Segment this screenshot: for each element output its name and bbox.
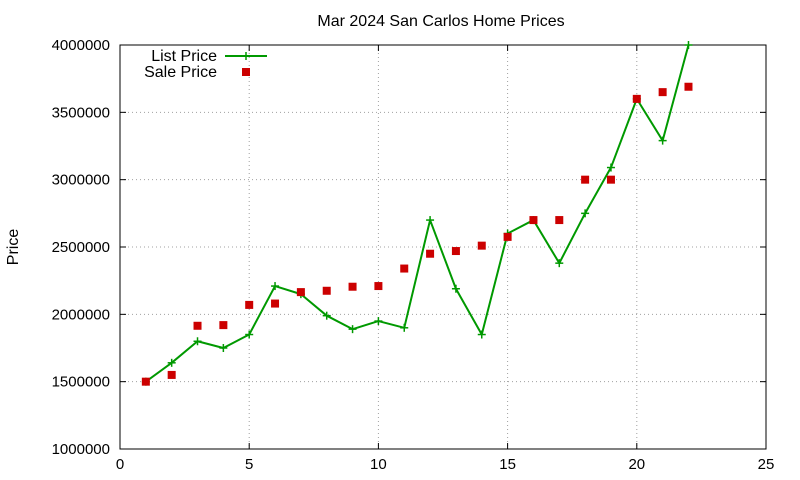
- point-list-price: [271, 282, 280, 291]
- point-sale-price: [632, 94, 641, 103]
- point-sale-price: [555, 216, 564, 225]
- point-sale-price: [322, 286, 331, 295]
- point-sale-price: [245, 300, 254, 309]
- point-sale-price: [503, 232, 512, 241]
- point-list-price: [167, 358, 176, 367]
- point-list-price: [219, 344, 228, 352]
- x-tick-label: 15: [499, 456, 516, 473]
- series-line-list-price: [145, 44, 690, 383]
- y-tick-label: 3000000: [52, 172, 110, 189]
- point-sale-price: [426, 249, 435, 258]
- point-list-price: [477, 330, 486, 339]
- plot-frame: [119, 44, 767, 450]
- point-sale-price: [529, 216, 538, 225]
- point-list-price: [555, 259, 564, 268]
- chart-title: Mar 2024 San Carlos Home Prices: [317, 13, 564, 30]
- point-sale-price: [658, 88, 667, 97]
- point-list-price: [684, 41, 693, 49]
- point-sale-price: [581, 175, 590, 184]
- point-list-price: [581, 209, 590, 218]
- y-tick-label: 4000000: [52, 37, 110, 54]
- x-tick-label: 20: [628, 456, 645, 473]
- legend-marker-sale-price: [242, 68, 250, 76]
- point-sale-price: [141, 377, 150, 386]
- point-sale-price: [374, 282, 383, 291]
- point-sale-price: [271, 299, 280, 308]
- legend-label-sale-price: Sale Price: [144, 64, 217, 81]
- x-tick-label: 25: [758, 456, 775, 473]
- point-sale-price: [193, 321, 202, 330]
- series-layer: [141, 41, 693, 386]
- point-sale-price: [219, 321, 228, 330]
- y-axis-label: Price: [5, 229, 22, 266]
- point-sale-price: [684, 82, 693, 91]
- y-tick-label: 1500000: [52, 374, 110, 391]
- point-sale-price: [167, 370, 176, 379]
- y-tick-label: 2500000: [52, 239, 110, 256]
- point-list-price: [374, 317, 383, 326]
- point-list-price: [451, 284, 460, 293]
- x-tick-label: 0: [116, 456, 124, 473]
- legend-label-list-price: List Price: [151, 48, 217, 65]
- point-sale-price: [348, 282, 357, 291]
- legend-marker-list-price: [242, 52, 250, 60]
- point-sale-price: [296, 288, 305, 297]
- point-list-price: [322, 311, 331, 320]
- x-tick-label: 10: [370, 456, 387, 473]
- y-tick-label: 1000000: [52, 441, 110, 458]
- point-sale-price: [606, 175, 615, 184]
- y-tick-label: 2000000: [52, 306, 110, 323]
- point-list-price: [245, 330, 254, 339]
- x-tick-label: 5: [245, 456, 253, 473]
- legend: List Price Sale Price: [144, 48, 267, 81]
- point-list-price: [400, 323, 409, 332]
- grid: [120, 45, 766, 449]
- point-list-price: [193, 337, 202, 346]
- point-list-price: [348, 325, 357, 334]
- point-list-price: [606, 163, 615, 172]
- point-sale-price: [477, 241, 486, 250]
- point-list-price: [658, 136, 667, 145]
- y-tick-label: 3500000: [52, 104, 110, 121]
- point-sale-price: [451, 247, 460, 256]
- point-list-price: [426, 216, 435, 225]
- axis-ticks: 0 5 10 15 20 25 1000000 1500000 2000000 2500000 30…: [52, 37, 775, 473]
- point-sale-price: [400, 264, 409, 273]
